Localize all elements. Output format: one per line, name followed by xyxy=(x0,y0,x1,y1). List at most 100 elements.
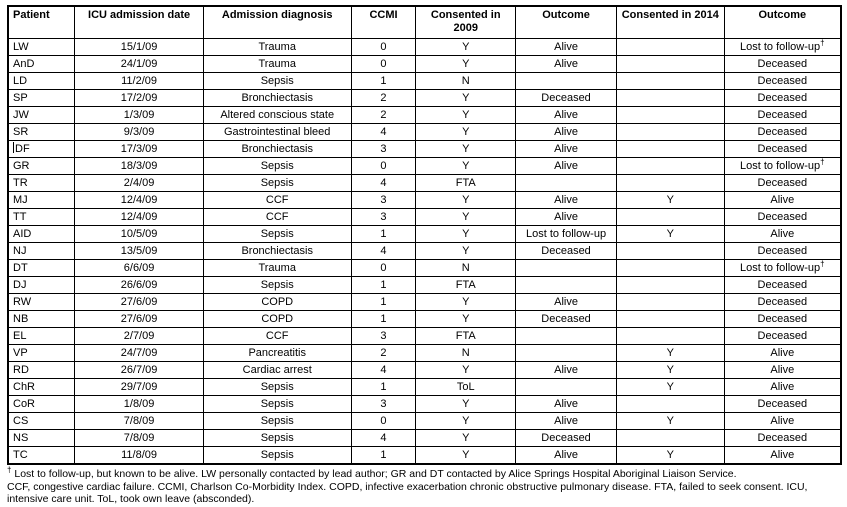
footnote-abbreviations: CCF, congestive cardiac failure. CCMI, C… xyxy=(7,480,808,506)
table-cell xyxy=(615,157,725,175)
table-cell: 4 xyxy=(350,361,417,379)
table-cell: Alive xyxy=(515,446,617,465)
cell-patient-id: DJ xyxy=(7,276,76,294)
cell-patient-id: CoR xyxy=(7,395,76,413)
table-cell xyxy=(615,55,725,73)
table-cell: Y xyxy=(415,361,517,379)
table-cell: Y xyxy=(415,225,517,243)
table-cell: 10/5/09 xyxy=(74,225,204,243)
cell-patient-id: TC xyxy=(7,446,76,465)
table-cell: Alive xyxy=(515,395,617,413)
table-cell: 29/7/09 xyxy=(74,378,204,396)
table-row: JW 1/3/09 Altered conscious state 2 Y Alive De… xyxy=(7,106,842,124)
table-cell: Alive xyxy=(515,55,617,73)
table-cell: 26/7/09 xyxy=(74,361,204,379)
table-cell: Deceased xyxy=(723,276,842,294)
table-row: LD 11/2/09 Sepsis 1 N Deceased xyxy=(7,72,842,90)
table-cell: Trauma xyxy=(202,55,352,73)
table-cell: 6/6/09 xyxy=(74,259,204,277)
table-cell: FTA xyxy=(415,327,517,345)
table-cell: Y xyxy=(415,191,517,209)
table-cell xyxy=(515,276,617,294)
table-row: GR 18/3/09 Sepsis 0 Y Alive Lost to follow-up† xyxy=(7,157,842,175)
table-cell: Deceased xyxy=(723,72,842,90)
table-row: RW 27/6/09 COPD 1 Y Alive Deceased xyxy=(7,293,842,311)
header-cell-admission-diagnosis-2: Admission diagnosis xyxy=(202,5,352,39)
table-row: RD 26/7/09 Cardiac arrest 4 Y Alive Y Alive xyxy=(7,361,842,379)
table-cell: 1/8/09 xyxy=(74,395,204,413)
table-row: TC 11/8/09 Sepsis 1 Y Alive Y Alive xyxy=(7,446,842,465)
table-cell: Sepsis xyxy=(202,446,352,465)
table-cell xyxy=(615,395,725,413)
table-cell xyxy=(615,293,725,311)
table-cell: 1 xyxy=(350,72,417,90)
header-cell-patient-0: Patient xyxy=(7,5,76,39)
cell-patient-id: RD xyxy=(7,361,76,379)
header-cell-icu-admission-date-1: ICU admission date xyxy=(74,5,204,39)
table-cell: 2 xyxy=(350,344,417,362)
table-cell: Alive xyxy=(515,361,617,379)
table-cell: Deceased xyxy=(723,429,842,447)
table-cell: Gastrointestinal bleed xyxy=(202,123,352,141)
table-cell: Sepsis xyxy=(202,72,352,90)
table-row: NJ 13/5/09 Bronchiectasis 4 Y Deceased Decease… xyxy=(7,242,842,260)
table-row: AnD 24/1/09 Trauma 0 Y Alive Deceased xyxy=(7,55,842,73)
table-cell: Alive xyxy=(723,191,842,209)
table-footnotes: † Lost to follow-up, but known to be ali… xyxy=(7,466,842,506)
table-row: ChR 29/7/09 Sepsis 1 ToL Y Alive xyxy=(7,378,842,396)
table-cell: Sepsis xyxy=(202,429,352,447)
table-cell: 3 xyxy=(350,208,417,226)
cell-patient-id: LD xyxy=(7,72,76,90)
table-cell: 4 xyxy=(350,242,417,260)
table-cell: 1 xyxy=(350,293,417,311)
table-cell: Trauma xyxy=(202,259,352,277)
table-row: LW 15/1/09 Trauma 0 Y Alive Lost to follow-up† xyxy=(7,38,842,56)
cell-patient-id: RW xyxy=(7,293,76,311)
table-cell: N xyxy=(415,344,517,362)
table-cell: Alive xyxy=(723,225,842,243)
table-cell: Deceased xyxy=(723,242,842,260)
table-cell: Deceased xyxy=(515,310,617,328)
table-cell: Y xyxy=(615,344,725,362)
table-cell: 17/3/09 xyxy=(74,140,204,158)
table-row: TR 2/4/09 Sepsis 4 FTA Deceased xyxy=(7,174,842,192)
table-cell: Alive xyxy=(515,157,617,175)
table-cell: 4 xyxy=(350,123,417,141)
table-cell: Y xyxy=(615,225,725,243)
table-cell: Y xyxy=(615,191,725,209)
table-cell: 1 xyxy=(350,446,417,465)
table-cell: Deceased xyxy=(723,106,842,124)
table-cell: Lost to follow-up† xyxy=(723,157,842,175)
table-cell: 1 xyxy=(350,276,417,294)
table-cell xyxy=(515,72,617,90)
table-cell: 24/7/09 xyxy=(74,344,204,362)
table-cell: Deceased xyxy=(723,310,842,328)
table-cell: Y xyxy=(415,293,517,311)
table-row: MJ 12/4/09 CCF 3 Y Alive Y Alive xyxy=(7,191,842,209)
table-cell xyxy=(615,38,725,56)
table-cell: 0 xyxy=(350,55,417,73)
table-cell: Lost to follow-up† xyxy=(723,259,842,277)
table-cell: Y xyxy=(415,412,517,430)
table-cell: Alive xyxy=(723,412,842,430)
table-cell: 12/4/09 xyxy=(74,191,204,209)
table-cell: Y xyxy=(415,446,517,465)
cell-patient-id: TT xyxy=(7,208,76,226)
table-cell: Sepsis xyxy=(202,157,352,175)
table-cell: 1 xyxy=(350,225,417,243)
table-cell: Lost to follow-up† xyxy=(723,38,842,56)
table-cell: Y xyxy=(615,446,725,465)
table-cell: Deceased xyxy=(515,242,617,260)
table-cell: Y xyxy=(415,106,517,124)
table-cell: 2/4/09 xyxy=(74,174,204,192)
table-cell: Sepsis xyxy=(202,174,352,192)
table-cell: Alive xyxy=(515,293,617,311)
cell-patient-id: JW xyxy=(7,106,76,124)
header-cell-consented-in-2014-6: Consented in 2014 xyxy=(615,5,725,39)
cell-patient-id: NJ xyxy=(7,242,76,260)
table-cell: Alive xyxy=(723,446,842,465)
table-cell: Deceased xyxy=(723,89,842,107)
table-cell: Y xyxy=(415,157,517,175)
cell-patient-id: AnD xyxy=(7,55,76,73)
table-cell: Y xyxy=(415,55,517,73)
